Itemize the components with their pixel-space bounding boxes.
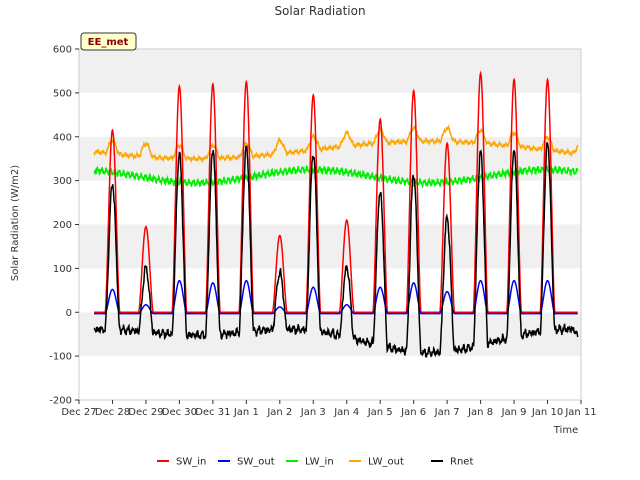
x-tick-label: Dec 31 bbox=[195, 407, 230, 418]
y-tick-label: 200 bbox=[53, 220, 72, 231]
legend-label: SW_out bbox=[237, 457, 275, 468]
x-tick-label: Jan 2 bbox=[266, 407, 292, 418]
y-tick-label: 400 bbox=[53, 132, 72, 143]
x-tick-label: Jan 9 bbox=[501, 407, 527, 418]
y-tick-label: 100 bbox=[53, 264, 72, 275]
x-tick-label: Jan 5 bbox=[367, 407, 393, 418]
x-tick-label: Dec 30 bbox=[162, 407, 197, 418]
grid-band bbox=[79, 180, 581, 225]
series-line-lw-out bbox=[93, 124, 579, 164]
legend-label: SW_in bbox=[176, 457, 206, 468]
x-tick-label: Jan 1 bbox=[233, 407, 259, 418]
x-tick-label: Jan 6 bbox=[400, 407, 426, 418]
legend: SW_in SW_out LW_in LW_out Rnet bbox=[157, 457, 473, 468]
grid-band bbox=[79, 92, 581, 137]
y-axis-label: Solar Radiation (W/m2) bbox=[10, 165, 21, 281]
y-axis: -200 -100 0 100 200 300 400 500 600 bbox=[49, 45, 79, 407]
y-tick-label: 0 bbox=[66, 308, 72, 319]
x-tick-label: Jan 10 bbox=[531, 407, 563, 418]
x-tick-label: Dec 28 bbox=[95, 407, 130, 418]
series-line-sw-out bbox=[94, 279, 578, 315]
series-line-rnet bbox=[93, 141, 579, 358]
x-tick-label: Jan 3 bbox=[300, 407, 326, 418]
grid-band bbox=[79, 224, 581, 269]
y-tick-label: -100 bbox=[49, 352, 72, 363]
x-tick-label: Jan 8 bbox=[467, 407, 493, 418]
annotation-label: EE_met bbox=[88, 37, 129, 48]
y-tick-label: -200 bbox=[49, 396, 72, 407]
legend-label: LW_out bbox=[368, 457, 404, 468]
y-tick-label: 500 bbox=[53, 88, 72, 99]
legend-label: Rnet bbox=[450, 457, 473, 468]
grid-band bbox=[79, 356, 581, 400]
grid-band bbox=[79, 268, 581, 313]
series-line-lw-in bbox=[93, 164, 579, 189]
x-tick-label: Dec 27 bbox=[61, 407, 96, 418]
annotation-box: EE_met bbox=[80, 32, 137, 51]
x-tick-label: Jan 7 bbox=[434, 407, 460, 418]
x-tick-label: Jan 4 bbox=[333, 407, 359, 418]
x-axis-label: Time bbox=[553, 425, 578, 436]
chart-title: Solar Radiation bbox=[274, 4, 365, 18]
x-tick-label: Dec 29 bbox=[128, 407, 163, 418]
x-tick-label: Jan 11 bbox=[564, 407, 596, 418]
grid-bands bbox=[79, 49, 581, 400]
y-tick-label: 300 bbox=[53, 176, 72, 187]
grid-band bbox=[79, 49, 581, 93]
legend-label: LW_in bbox=[305, 457, 334, 468]
series-line-sw-in bbox=[94, 70, 578, 314]
series-layer bbox=[93, 70, 579, 358]
y-tick-label: 600 bbox=[53, 45, 72, 56]
